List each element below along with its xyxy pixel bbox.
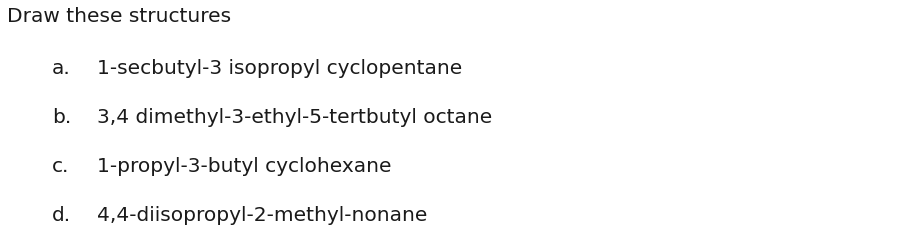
Text: b.: b. [52,108,71,127]
Text: 3,4 dimethyl-3-ethyl-5-tertbutyl octane: 3,4 dimethyl-3-ethyl-5-tertbutyl octane [97,108,493,127]
Text: c.: c. [52,157,69,176]
Text: 1-secbutyl-3 isopropyl cyclopentane: 1-secbutyl-3 isopropyl cyclopentane [97,58,462,77]
Text: a.: a. [52,58,71,77]
Text: d.: d. [52,206,71,225]
Text: Draw these structures: Draw these structures [7,7,231,26]
Text: 1-propyl-3-butyl cyclohexane: 1-propyl-3-butyl cyclohexane [97,157,392,176]
Text: 4,4-diisopropyl-2-methyl-nonane: 4,4-diisopropyl-2-methyl-nonane [97,206,427,225]
